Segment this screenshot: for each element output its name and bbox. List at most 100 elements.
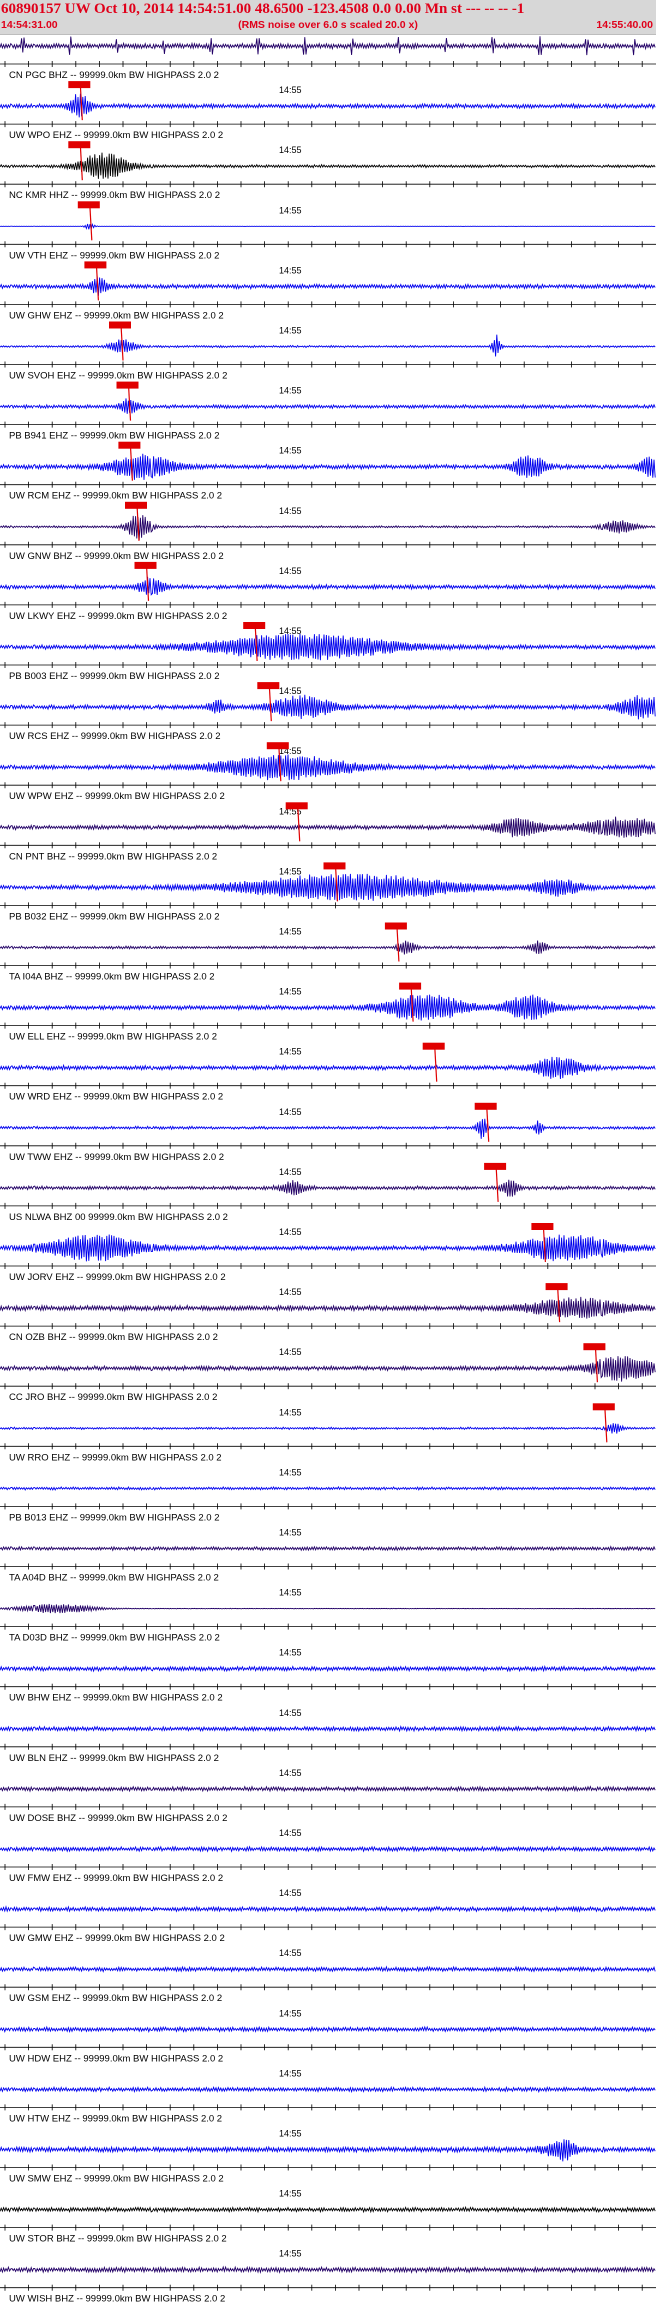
- waveform: [0, 398, 656, 414]
- waveform: [0, 1296, 656, 1319]
- waveform: [0, 276, 656, 296]
- pick-flag: [118, 441, 141, 449]
- station-label: UW TWW EHZ -- 99999.0km BW HIGHPASS 2.0 …: [9, 1152, 224, 1163]
- pick-line: [127, 384, 132, 421]
- station-label: PB B941 EHZ -- 99999.0km BW HIGHPASS 2.0…: [9, 431, 220, 442]
- station-label: UW WPW EHZ -- 99999.0km BW HIGHPASS 2.0 …: [9, 791, 225, 802]
- pick-flag: [384, 922, 407, 930]
- waveform: [0, 754, 656, 781]
- station-label: TA I04A BHZ -- 99999.0km BW HIGHPASS 2.0…: [9, 972, 215, 983]
- pick-line: [334, 865, 339, 902]
- trace-37: 14:55 UW STOR BHZ -- 99999.0km BW HIGHPAS…: [0, 2189, 656, 2245]
- trace-8: 14:55 UW RCM EHZ -- 99999.0km BW HIGHPASS…: [0, 441, 656, 502]
- station-label: CN PNT BHZ -- 99999.0km BW HIGHPASS 2.0 …: [9, 851, 217, 862]
- time-marker-label: 14:55: [279, 1287, 302, 1297]
- station-label: UW GHW EHZ -- 99999.0km BW HIGHPASS 2.0 …: [9, 310, 224, 321]
- station-label: UW SVOH EHZ -- 99999.0km BW HIGHPASS 2.0…: [9, 371, 227, 382]
- station-label: US NLWA BHZ 00 99999.0km BW HIGHPASS 2.0…: [9, 1212, 228, 1223]
- waveform: [0, 1664, 656, 1673]
- station-label: UW ELL EHZ -- 99999.0km BW HIGHPASS 2.0 …: [9, 1032, 217, 1043]
- pick-line: [278, 745, 282, 782]
- trace-31: 14:55 UW FMW EHZ -- 99999.0km BW HIGHPASS…: [0, 1828, 656, 1884]
- station-label: CN OZB BHZ -- 99999.0km BW HIGHPASS 2.0 …: [9, 1332, 218, 1343]
- trace-30: 14:55 UW DOSE BHZ -- 99999.0km BW HIGHPAS…: [0, 1768, 656, 1824]
- pick-flag: [583, 1343, 606, 1351]
- end-time: 14:55:40.00: [596, 19, 653, 31]
- station-label: UW RCS EHZ -- 99999.0km BW HIGHPASS 2.0 …: [9, 731, 221, 742]
- station-label: UW BHW EHZ -- 99999.0km BW HIGHPASS 2.0 …: [9, 1693, 223, 1704]
- time-marker-label: 14:55: [279, 686, 302, 696]
- time-marker-label: 14:55: [279, 626, 302, 636]
- trace-26: 14:55 TA A04D BHZ -- 99999.0km BW HIGHPAS…: [0, 1528, 656, 1584]
- time-marker-label: 14:55: [279, 2068, 302, 2078]
- time-marker-label: 14:55: [279, 2189, 302, 2199]
- station-label: UW HDW EHZ -- 99999.0km BW HIGHPASS 2.0 …: [9, 2053, 223, 2064]
- trace-19: 14:55 UW TWW EHZ -- 99999.0km BW HIGHPASS…: [0, 1102, 656, 1163]
- header-subtitle: 14:54:31.00 (RMS noise over 6.0 s scaled…: [0, 18, 656, 32]
- station-label: PB B013 EHZ -- 99999.0km BW HIGHPASS 2.0…: [9, 1512, 220, 1523]
- station-label: TA A04D BHZ -- 99999.0km BW HIGHPASS 2.0…: [9, 1573, 219, 1584]
- waveform: [0, 515, 656, 541]
- trace-18: 14:55 UW WRD EHZ -- 99999.0km BW HIGHPASS…: [0, 1042, 656, 1103]
- trace-11: 14:55 PB B003 EHZ -- 99999.0km BW HIGHPAS…: [0, 622, 656, 682]
- time-marker-label: 14:55: [279, 145, 302, 155]
- waveform: [0, 1785, 656, 1793]
- trace-25: 14:55 PB B013 EHZ -- 99999.0km BW HIGHPAS…: [0, 1467, 656, 1523]
- time-marker-label: 14:55: [279, 1708, 302, 1718]
- trace-9: 14:55 UW GNW BHZ -- 99999.0km BW HIGHPASS…: [0, 501, 656, 562]
- time-marker-label: 14:55: [279, 746, 302, 756]
- waveform: [0, 633, 656, 661]
- waveform: [0, 2025, 656, 2034]
- time-marker-label: 14:55: [279, 927, 302, 937]
- pick-line: [145, 564, 150, 601]
- time-marker-label: 14:55: [279, 506, 302, 516]
- waveform: [0, 2139, 656, 2162]
- pick-line: [79, 144, 83, 181]
- waveform: [0, 1056, 656, 1080]
- pick-line: [120, 324, 124, 361]
- waveform: [0, 93, 656, 118]
- waveform: [0, 1118, 656, 1139]
- waveform: [0, 1845, 656, 1853]
- station-label: UW RRO EHZ -- 99999.0km BW HIGHPASS 2.0 …: [9, 1452, 222, 1463]
- trace-38: 14:55 UW WISH BHZ -- 99999.0km BW HIGHPAS…: [0, 2249, 656, 2305]
- time-marker-label: 14:55: [279, 806, 302, 816]
- time-marker-label: 14:55: [279, 205, 302, 215]
- station-label: UW RCM EHZ -- 99999.0km BW HIGHPASS 2.0 …: [9, 491, 222, 502]
- time-marker-label: 14:55: [279, 1347, 302, 1357]
- trace-1: 14:55 CN PGC BHZ -- 99999.0km BW HIGHPASS…: [0, 34, 656, 81]
- time-marker-label: 14:55: [279, 2129, 302, 2139]
- pick-flag: [84, 261, 107, 269]
- pick-line: [136, 504, 140, 541]
- header-bar: 60890157 UW Oct 10, 2014 14:54:51.00 48.…: [0, 0, 656, 35]
- time-marker-label: 14:55: [279, 566, 302, 576]
- trace-10: 14:55 UW LKWY EHZ -- 99999.0km BW HIGHPAS…: [0, 561, 656, 622]
- station-label: UW SMW EHZ -- 99999.0km BW HIGHPASS 2.0 …: [9, 2174, 224, 2185]
- pick-flag: [399, 982, 422, 990]
- waveform: [0, 1545, 656, 1552]
- trace-34: 14:55 UW HDW EHZ -- 99999.0km BW HIGHPASS…: [0, 2008, 656, 2064]
- trace-6: 14:55 UW SVOH EHZ -- 99999.0km BW HIGHPAS…: [0, 321, 656, 382]
- waveform: [0, 2205, 656, 2214]
- pick-line: [254, 624, 258, 662]
- station-label: UW JORV EHZ -- 99999.0km BW HIGHPASS 2.0…: [9, 1272, 226, 1283]
- waveform: [0, 1965, 656, 1973]
- trace-12: 14:55 UW RCS EHZ -- 99999.0km BW HIGHPASS…: [0, 682, 656, 742]
- time-marker-label: 14:55: [279, 1227, 302, 1237]
- trace-35: 14:55 UW HTW EHZ -- 99999.0km BW HIGHPASS…: [0, 2068, 656, 2124]
- station-label: UW HTW EHZ -- 99999.0km BW HIGHPASS 2.0 …: [9, 2113, 222, 2124]
- time-marker-label: 14:55: [279, 34, 302, 35]
- time-marker-label: 14:55: [279, 1948, 302, 1958]
- time-marker-label: 14:55: [279, 446, 302, 456]
- pick-line: [268, 685, 272, 722]
- pick-line: [297, 805, 301, 842]
- trace-16: 14:55 TA I04A BHZ -- 99999.0km BW HIGHPAS…: [0, 922, 656, 983]
- time-marker-label: 14:55: [279, 1648, 302, 1658]
- time-marker-label: 14:55: [279, 1888, 302, 1898]
- waveform: [0, 1725, 656, 1733]
- waveform: [0, 1485, 656, 1491]
- start-time: 14:54:31.00: [1, 19, 58, 31]
- time-marker-label: 14:55: [279, 1588, 302, 1598]
- time-marker-label: 14:55: [279, 1167, 302, 1177]
- station-label: UW LKWY EHZ -- 99999.0km BW HIGHPASS 2.0…: [9, 611, 227, 622]
